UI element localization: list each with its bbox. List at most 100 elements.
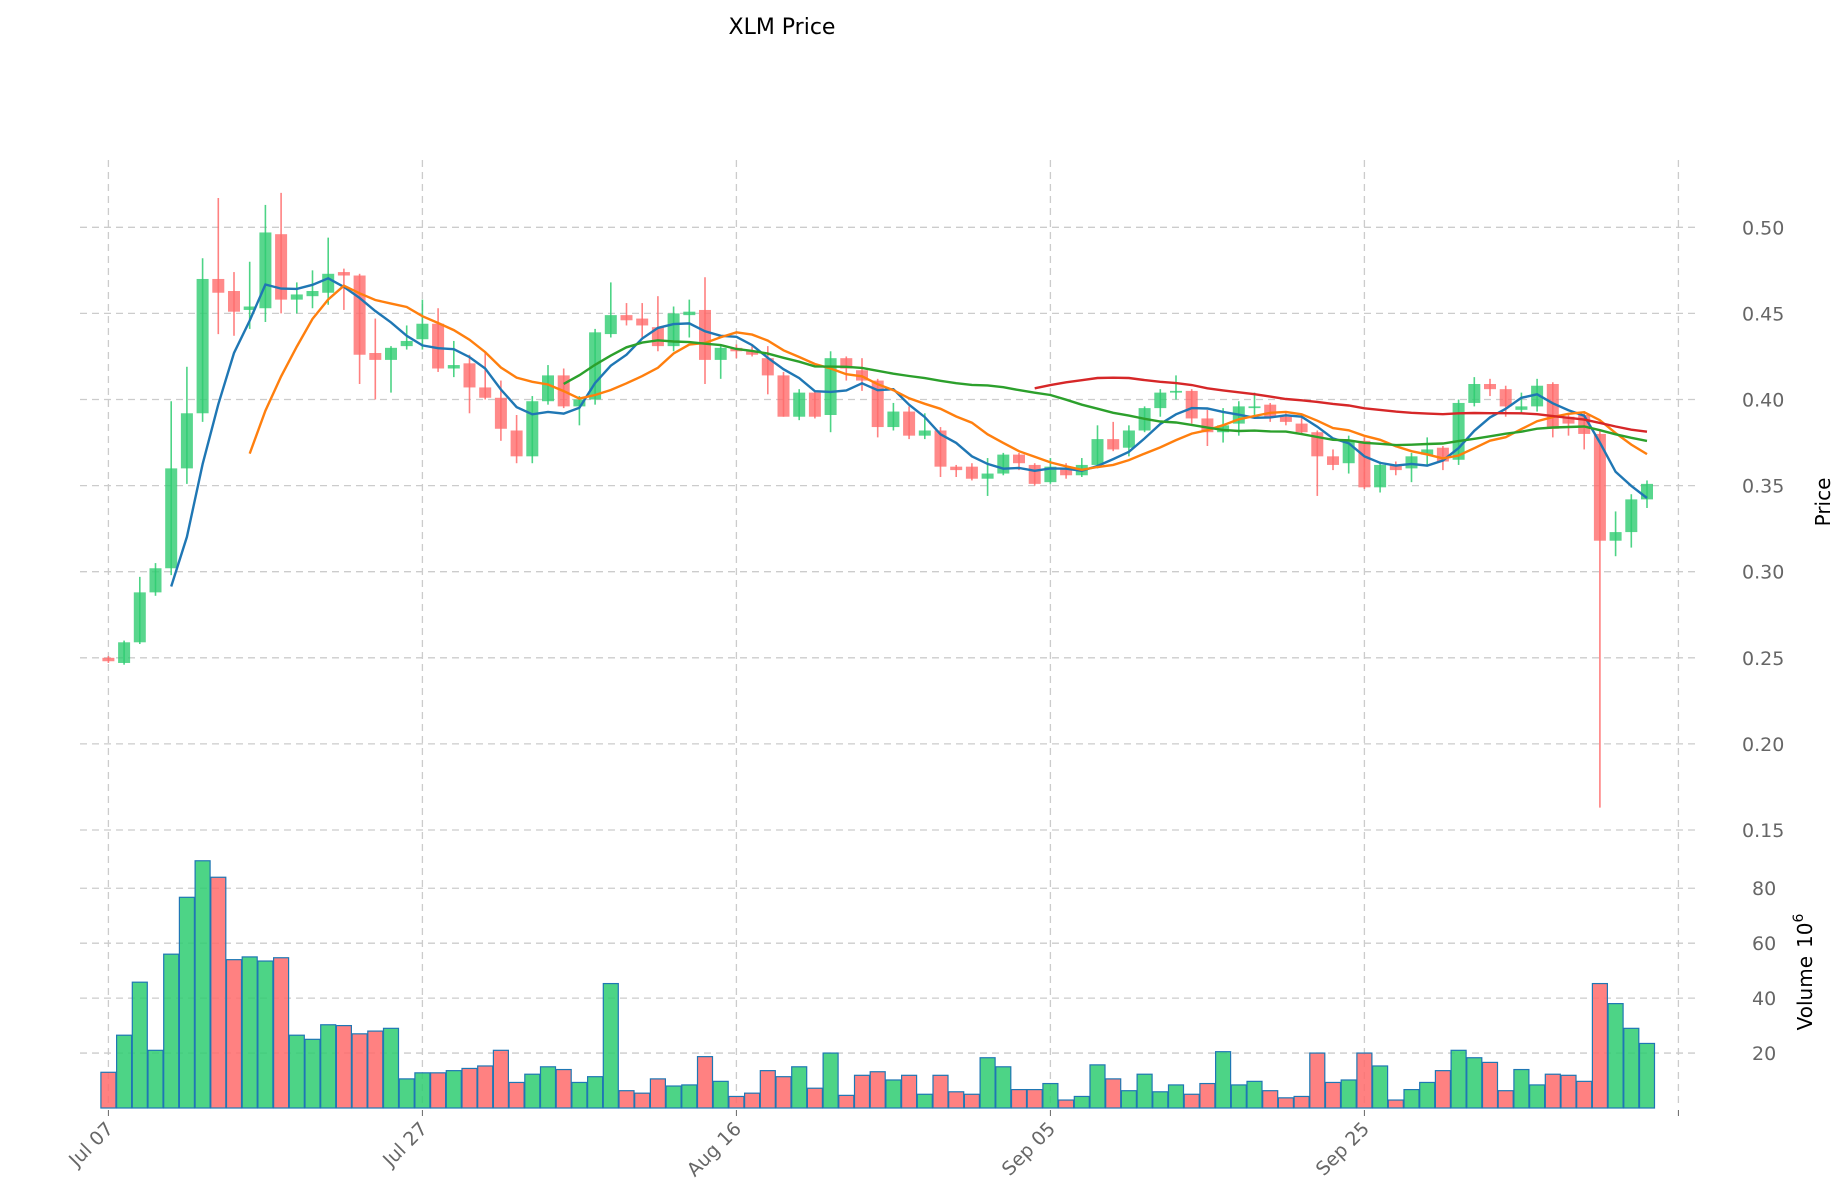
price-tick-label: 0.35	[1742, 476, 1784, 498]
price-tick-label: 0.45	[1742, 303, 1784, 325]
candle-body	[840, 358, 853, 369]
candle-body	[1484, 384, 1496, 390]
candle-body	[997, 454, 1010, 474]
volume-bar	[131, 981, 148, 1109]
price-axis-label: Price	[1811, 478, 1835, 527]
volume-bar	[1214, 1051, 1232, 1109]
volume-bar	[163, 953, 180, 1109]
candle-body	[1013, 454, 1025, 464]
svg-text:Volume106: Volume 106	[1791, 914, 1817, 1031]
volume-bar	[288, 1034, 305, 1109]
volume-bar	[1560, 1074, 1577, 1109]
volume-bar	[900, 1074, 918, 1109]
candle-body	[903, 411, 916, 436]
candle-body	[400, 340, 413, 347]
candle-body	[526, 401, 539, 457]
candle-body	[165, 468, 178, 569]
volume-bar	[461, 1067, 478, 1109]
volume-bar	[194, 860, 211, 1109]
volume-bar	[430, 1072, 447, 1109]
volume-bar	[1513, 1068, 1530, 1109]
candle-body	[1593, 433, 1606, 541]
volume-bar	[273, 957, 290, 1109]
volume-bar	[1419, 1081, 1436, 1109]
volume-bar	[712, 1080, 729, 1109]
candle-body	[1060, 468, 1073, 476]
candle-body	[353, 275, 366, 355]
moving-average-lines	[170, 276, 1648, 587]
candle-body	[761, 358, 774, 376]
volume-bar	[602, 982, 619, 1109]
volume-bar	[681, 1084, 698, 1109]
candle-body	[133, 592, 146, 643]
volume-bar	[1167, 1084, 1185, 1109]
volume-bar	[492, 1049, 509, 1109]
volume-bar	[1324, 1081, 1342, 1109]
volume-bar	[335, 1024, 352, 1109]
grid-lines	[80, 160, 1700, 1108]
volume-bar	[508, 1081, 525, 1109]
volume-bar	[1230, 1084, 1247, 1109]
volume-bar	[1309, 1052, 1326, 1109]
volume-bar	[1638, 1042, 1656, 1109]
volume-bar	[555, 1068, 572, 1109]
volume-bar	[728, 1095, 745, 1109]
candlesticks	[102, 192, 1653, 808]
volume-bar	[1403, 1088, 1420, 1109]
volume-bar	[351, 1033, 368, 1109]
volume-bar	[822, 1052, 839, 1109]
candle-body	[1358, 440, 1371, 488]
volume-bar	[147, 1049, 164, 1109]
candle-body	[369, 353, 382, 360]
candle-body	[149, 568, 162, 593]
candle-body	[887, 411, 900, 428]
volume-bar	[932, 1074, 949, 1109]
price-tick-label: 0.40	[1742, 390, 1784, 412]
volume-bar	[414, 1072, 431, 1109]
candle-body	[1389, 464, 1402, 471]
candle-body	[918, 430, 931, 436]
volume-bar	[696, 1056, 714, 1109]
candle-body	[714, 347, 727, 360]
candle-body	[1327, 456, 1339, 465]
volume-bar	[1277, 1097, 1295, 1109]
candle-body	[1248, 406, 1261, 409]
candle-body	[180, 413, 193, 469]
candle-body	[228, 291, 240, 312]
candle-body	[793, 392, 806, 417]
volume-bar	[1576, 1080, 1593, 1109]
chart-title: XLM Price	[729, 15, 836, 40]
volume-bar	[885, 1079, 902, 1109]
price-tick-label: 0.15	[1742, 820, 1784, 842]
volume-bar	[1591, 982, 1609, 1109]
volume-bar	[1623, 1027, 1640, 1109]
volume-bar	[775, 1076, 792, 1109]
volume-bar	[1183, 1093, 1200, 1109]
candle-body	[1044, 466, 1057, 483]
candle-body	[1107, 439, 1120, 450]
volume-bar	[1607, 1003, 1624, 1109]
candle-body	[1154, 392, 1167, 409]
volume-bar	[304, 1038, 321, 1109]
candle-body	[337, 272, 350, 276]
candle-body	[1499, 389, 1512, 407]
candle-body	[1468, 384, 1481, 403]
volume-bar	[1089, 1064, 1106, 1109]
candle-body	[683, 311, 696, 316]
candle-body	[1295, 423, 1308, 433]
candle-body	[290, 294, 303, 300]
volume-tick-label: 20	[1752, 1043, 1776, 1065]
candle-body	[1185, 390, 1198, 419]
volume-bar	[791, 1066, 808, 1109]
price-tick-label: 0.25	[1742, 648, 1784, 670]
price-tick-label: 0.20	[1742, 734, 1784, 756]
volume-bar	[948, 1091, 965, 1109]
volume-tick-label: 80	[1752, 878, 1776, 900]
volume-bar	[743, 1092, 761, 1109]
candle-body	[102, 657, 115, 662]
volume-bar	[367, 1030, 384, 1109]
candle-body	[1421, 449, 1434, 455]
candle-body	[808, 392, 821, 417]
candle-body	[275, 234, 288, 300]
volume-bar	[1152, 1091, 1169, 1109]
